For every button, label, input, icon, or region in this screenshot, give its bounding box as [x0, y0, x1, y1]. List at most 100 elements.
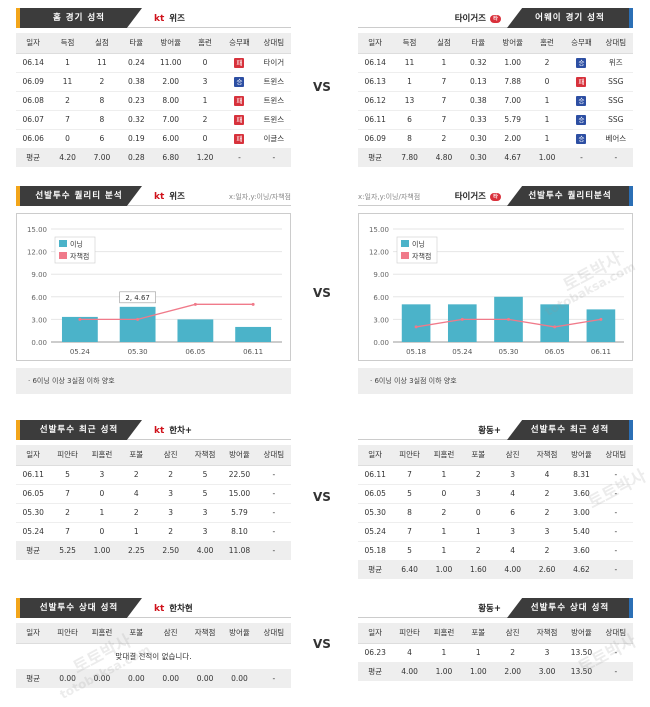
table-cell: 4.00: [392, 662, 427, 681]
h2h-left-table: 일자 피안타 피홈런 포볼 삼진 자책점 방어율 상대팀 맞대결 전적이 없습니다. 평균 0.00…: [16, 623, 291, 688]
table-cell: 3: [187, 72, 223, 92]
y-tick-label: 3.00: [31, 316, 47, 324]
table-row: 06.14 1 11 0.24 11.00 0 패 타이거: [16, 53, 291, 73]
table-cell: 0: [187, 129, 223, 149]
table-cell: 트윈스: [256, 91, 291, 111]
table-cell: 1: [529, 91, 565, 111]
vs-label: VS: [313, 637, 331, 651]
table-cell: 0.00: [187, 669, 223, 688]
table-cell: 이글스: [256, 129, 291, 149]
column-header: 자책점: [187, 623, 223, 644]
column-header: 피안타: [392, 623, 427, 644]
table-cell: 1: [426, 541, 462, 561]
column-header: 승무패: [564, 33, 599, 54]
table-row: 06.08 2 8 0.23 8.00 1 패 트윈스: [16, 91, 291, 111]
column-header: 피홈런: [84, 623, 120, 644]
result-badge: 승: [576, 57, 587, 68]
column-header: 삼진: [495, 445, 530, 466]
table-cell: 1.00: [426, 560, 462, 579]
table-row: 05.30 2 1 2 3 3 5.79-: [16, 503, 291, 523]
bar: [540, 304, 570, 342]
table-row: 06.11 5 3 2 2 5 22.50-: [16, 465, 291, 485]
quality-left-panel: 선발투수 퀄리티 분석 kt 위즈 x:일자,y:이닝/자책점 0.00 3.00 6…: [16, 186, 291, 396]
column-header: 일자: [358, 33, 393, 54]
column-header: 일자: [16, 445, 51, 466]
line-point: [136, 317, 140, 321]
table-cell: -: [598, 484, 633, 504]
bar: [235, 326, 272, 342]
table-cell: 평균: [16, 541, 51, 560]
column-header: 일자: [16, 33, 51, 54]
recent-right-pitcher: 황동+: [478, 426, 501, 436]
table-cell: 2.60: [529, 560, 565, 579]
column-header: 일자: [16, 623, 51, 644]
line-point: [78, 317, 82, 321]
table-cell: 2.00: [495, 662, 530, 681]
bar: [119, 306, 156, 342]
table-cell: 2: [119, 503, 154, 523]
table-cell: 0: [187, 53, 223, 73]
recent-right-table: 일자 피안타 피홈런 포볼 삼진 자책점 방어율 상대팀 06.11 7 1 2 3 4 8.31-06.0…: [358, 445, 633, 579]
table-cell: 0: [461, 503, 496, 523]
table-cell: 5.79: [495, 110, 530, 130]
h2h-left-pitcher: 한차현: [169, 604, 193, 614]
table-cell: 3: [461, 484, 496, 504]
table-cell: -: [256, 669, 291, 688]
column-header: 득점: [50, 33, 85, 54]
table-cell: 4.00: [187, 541, 223, 560]
table-cell: 평균: [16, 669, 51, 688]
table-cell: 05.24: [358, 522, 393, 542]
legend-swatch: [401, 240, 409, 247]
table-cell: 15.00: [222, 484, 257, 504]
table-cell: 06.13: [358, 72, 393, 92]
quality-right-panel: x:일자,y:이닝/자책점 타이거즈 타 선발투수 퀄리티분석 0.00 3.00 6…: [358, 186, 633, 396]
column-header: 포볼: [461, 445, 496, 466]
table-cell: 평균: [358, 148, 393, 167]
table-cell: 2: [187, 110, 223, 130]
table-cell: 0: [529, 72, 565, 92]
x-tick-label: 05.30: [128, 348, 148, 356]
result-cell: 패: [222, 110, 257, 130]
table-cell: 7: [392, 522, 427, 542]
table-cell: 4: [529, 465, 565, 485]
x-tick-label: 05.30: [498, 348, 518, 356]
column-header: 삼진: [153, 623, 188, 644]
table-cell: 0.13: [461, 72, 496, 92]
table-cell: 06.12: [358, 91, 393, 111]
quality-left-chart: 0.00 3.00 6.00 9.00 12.00 15.00 05.24 05.30 06.0…: [16, 213, 291, 361]
table-cell: 2: [529, 503, 565, 523]
y-tick-label: 0.00: [31, 339, 47, 347]
column-header: 방어율: [564, 623, 599, 644]
table-cell: -: [598, 662, 633, 681]
table-cell: 2: [153, 522, 188, 542]
recent-left-title: 선발투수 최근 성적: [16, 420, 142, 440]
table-cell: 5.79: [222, 503, 257, 523]
column-header: 방어율: [222, 445, 257, 466]
home-record-title: 홈 경기 성적: [16, 8, 142, 28]
column-header: 방어율: [222, 623, 257, 644]
table-row: 05.24 7 1 1 3 3 5.40-: [358, 522, 633, 542]
y-tick-label: 9.00: [31, 271, 47, 279]
table-cell: -: [598, 522, 633, 542]
kt-logo: kt: [154, 604, 165, 614]
legend-label: 이닝: [70, 240, 83, 249]
table-cell: 0.30: [461, 148, 496, 167]
table-cell: 3: [153, 484, 188, 504]
table-cell: 06.11: [16, 465, 51, 485]
quality-left-title: 선발투수 퀄리티 분석: [16, 186, 142, 206]
table-cell: 6.80: [153, 148, 188, 167]
average-row: 평균 5.25 1.00 2.25 2.50 4.00 11.08-: [16, 541, 291, 560]
result-badge: 패: [234, 133, 245, 144]
table-cell: 7: [426, 72, 462, 92]
table-cell: 0.38: [119, 72, 154, 92]
table-cell: 05.30: [16, 503, 51, 523]
table-cell: 3: [84, 465, 120, 485]
table-cell: 05.18: [358, 541, 393, 561]
column-header: 일자: [358, 445, 393, 466]
legend-swatch: [59, 240, 67, 247]
result-cell: 패: [222, 129, 257, 149]
table-cell: 05.30: [358, 503, 393, 523]
result-cell: 승: [564, 110, 599, 130]
table-cell: 2: [50, 91, 85, 111]
table-cell: -: [256, 465, 291, 485]
